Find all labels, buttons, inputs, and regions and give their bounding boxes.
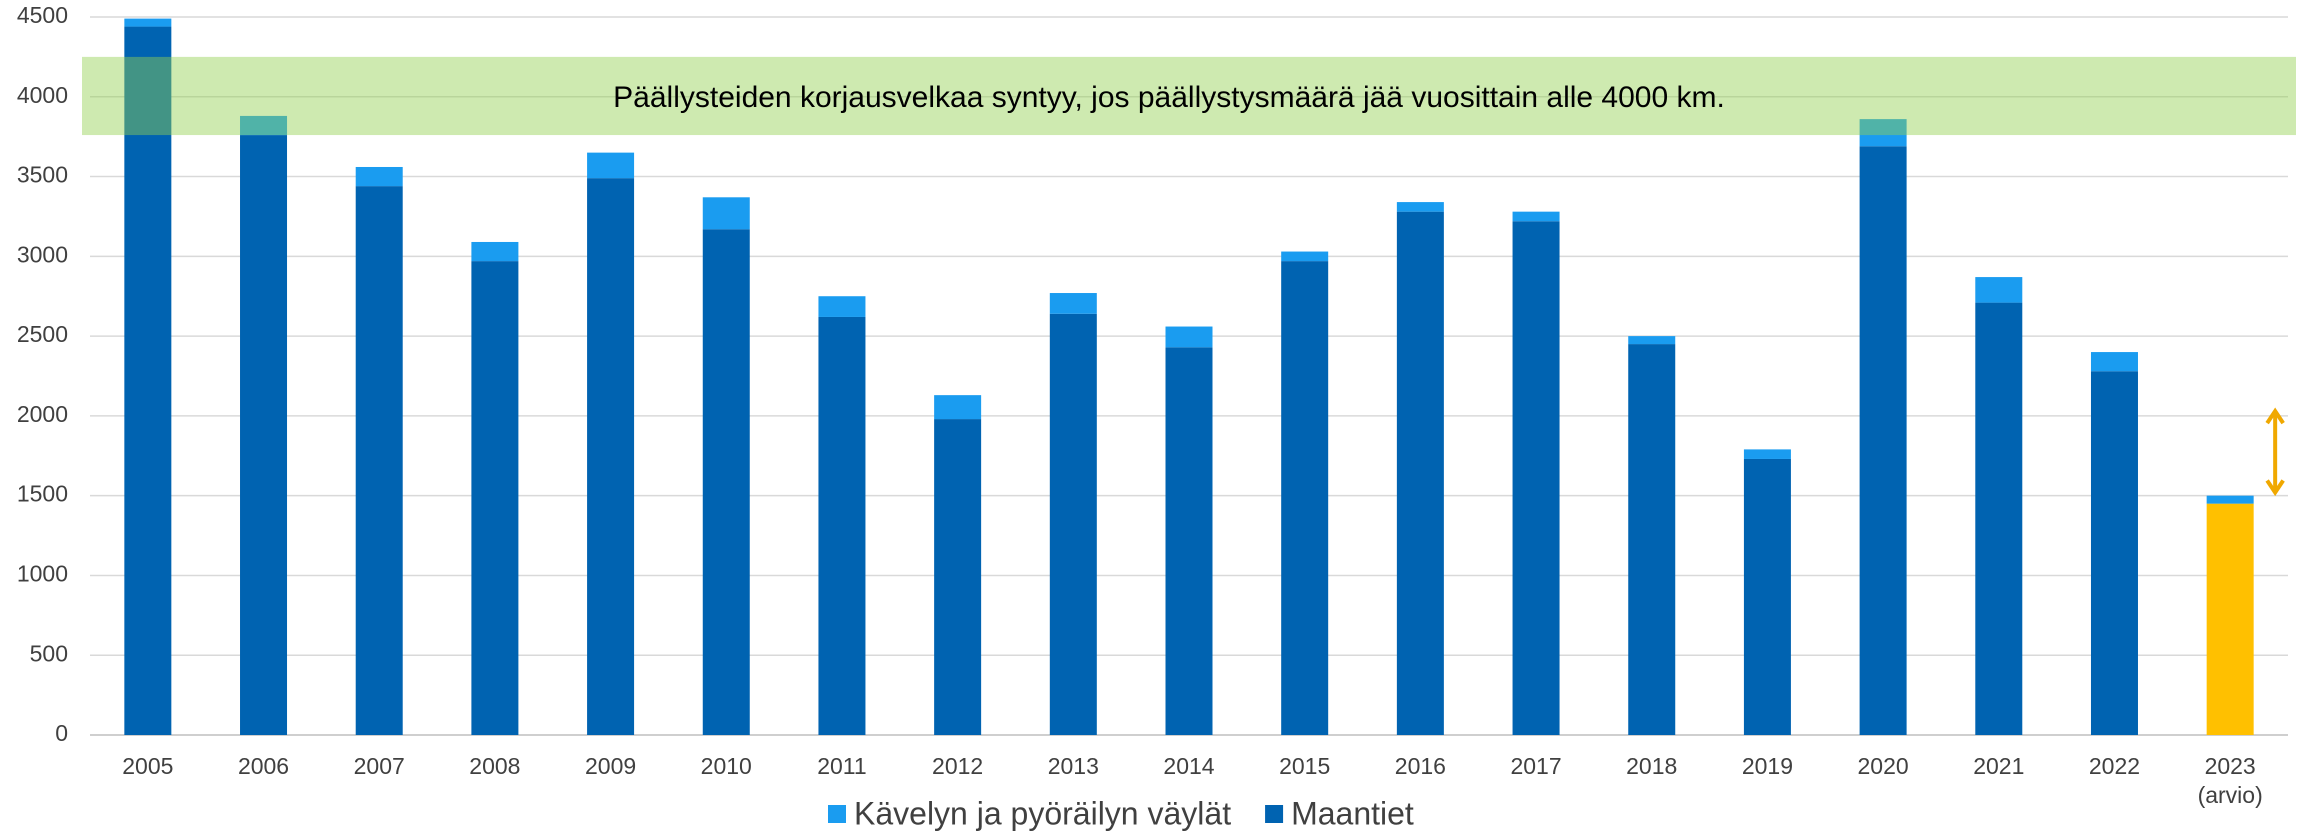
bar-segment (1975, 302, 2023, 735)
y-tick-label: 3000 (17, 241, 68, 267)
arrow-head (2265, 407, 2285, 425)
y-tick-label: 4000 (17, 82, 68, 108)
x-tick-label: 2016 (1395, 753, 1446, 779)
bar-segment (471, 241, 519, 262)
band-label: Päällysteiden korjausvelkaa syntyy, jos … (613, 81, 1725, 114)
y-tick-label: 1000 (17, 561, 68, 587)
bar-segment (2090, 371, 2138, 735)
bar-segment (587, 178, 635, 735)
y-tick-label: 2500 (17, 321, 68, 347)
bar-segment (1975, 277, 2023, 303)
bar-segment (1281, 261, 1329, 735)
bar-segment (124, 26, 172, 735)
bar-segment (1743, 449, 1791, 459)
bar-segment (934, 395, 982, 420)
bar-segment (1165, 326, 1213, 348)
threshold-band (82, 56, 2296, 136)
x-tick-label: 2006 (238, 753, 289, 779)
bar-segment (1512, 221, 1560, 736)
x-tick-label: 2014 (1163, 753, 1214, 779)
bar-segment (471, 261, 519, 735)
bar-segment (702, 229, 750, 735)
arrow-head (2265, 479, 2285, 497)
bar-segment (1628, 344, 1676, 735)
bar-segment (587, 152, 635, 179)
x-tick-label: 2008 (469, 753, 520, 779)
bar-segment (1859, 146, 1907, 736)
bar-segment (1512, 211, 1560, 222)
bar-segment (1396, 211, 1444, 735)
y-tick-label: 4500 (17, 2, 68, 28)
bar-segment (1396, 202, 1444, 212)
x-tick-label: 2012 (932, 753, 983, 779)
bar-segment (240, 135, 288, 735)
y-tick-label: 0 (55, 720, 68, 746)
x-tick-label: 2020 (1858, 753, 1909, 779)
y-tick-label: 500 (30, 640, 68, 666)
bar-segment (240, 115, 288, 136)
bar-segment (2206, 495, 2254, 504)
bar-segment (355, 166, 403, 187)
x-tick-label: 2022 (2089, 753, 2140, 779)
bar-segment (2090, 352, 2138, 372)
x-tick-label: 2011 (817, 753, 866, 779)
x-tick-label: 2015 (1279, 753, 1330, 779)
x-tick-label: 2013 (1048, 753, 1099, 779)
x-tick-label: 2017 (1510, 753, 1561, 779)
bar-segment (355, 186, 403, 735)
x-tick-label: 2018 (1626, 753, 1677, 779)
x-tick-label: 2019 (1742, 753, 1793, 779)
bar-segment (1859, 119, 1907, 147)
y-tick-label: 1500 (17, 481, 68, 507)
bar-segment (124, 18, 172, 27)
x-tick-label: 2005 (122, 753, 173, 779)
legend-swatch (828, 805, 846, 823)
x-tick-label: 2010 (701, 753, 752, 779)
x-tick-label: 2023 (2205, 753, 2256, 779)
bar-segment (702, 197, 750, 230)
bar-segment (1281, 251, 1329, 262)
bar-segment (1165, 347, 1213, 735)
y-tick-label: 3500 (17, 162, 68, 188)
bar-segment (818, 316, 866, 735)
legend-swatch (1265, 805, 1284, 823)
bar-segment (2206, 503, 2254, 735)
bar-segment (1049, 313, 1097, 735)
bar-segment (818, 296, 866, 317)
x-tick-label: 2009 (585, 753, 636, 779)
bar-segment (1049, 293, 1097, 314)
x-tick-label: 2021 (1973, 753, 2024, 779)
bar-segment (1743, 458, 1791, 735)
legend-label: Kävelyn ja pyöräilyn väylät (854, 795, 1231, 831)
legend-label: Maantiet (1291, 795, 1414, 831)
bar-segment (934, 419, 982, 735)
x-tick-note: (arvio) (2198, 782, 2263, 808)
y-tick-label: 2000 (17, 401, 68, 427)
x-tick-label: 2007 (354, 753, 405, 779)
bar-segment (1628, 336, 1676, 345)
